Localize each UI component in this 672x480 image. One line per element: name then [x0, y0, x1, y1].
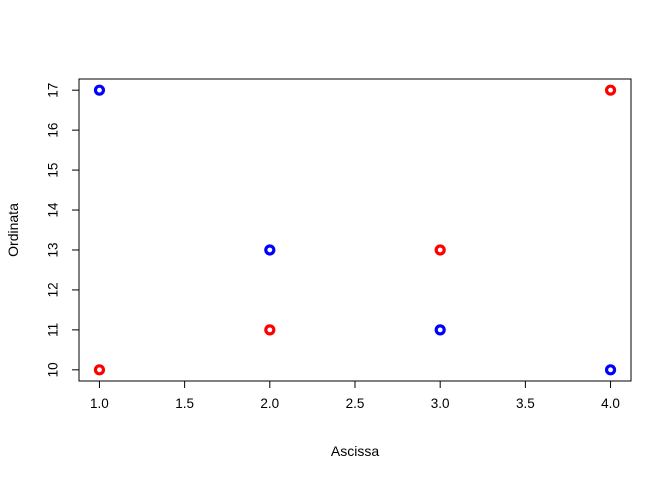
y-tick-label: 17 [46, 83, 61, 98]
y-tick-label: 11 [46, 323, 61, 337]
x-tick-label: 3.0 [431, 396, 450, 411]
data-points [93, 84, 617, 376]
data-point-series-2 [264, 244, 276, 256]
y-tick-label: 15 [46, 163, 61, 178]
plot-frame [78, 78, 632, 382]
x-tick-label: 2.5 [346, 396, 365, 411]
x-tick-label: 4.0 [601, 396, 620, 411]
y-tick-label: 14 [46, 202, 61, 218]
x-axis: 1.0 1.5 2.0 2.5 3.0 3.5 4.0 [90, 380, 620, 411]
x-axis-title: Ascissa [331, 443, 379, 459]
data-point-series-1 [264, 324, 276, 336]
x-tick-label: 1.0 [90, 396, 109, 411]
x-tick-label: 1.5 [175, 396, 194, 411]
data-point-series-1 [93, 364, 106, 376]
y-tick-label: 10 [46, 362, 61, 377]
data-point-series-1 [604, 84, 617, 96]
data-point-series-1 [434, 244, 446, 256]
data-point-series-2 [434, 324, 446, 336]
x-tick-label: 3.5 [516, 396, 535, 411]
data-point-series-2 [604, 364, 617, 376]
data-point-series-2 [93, 84, 106, 96]
y-tick-label: 12 [46, 282, 61, 297]
y-axis: 10 11 12 13 14 15 16 17 [46, 83, 80, 377]
y-tick-label: 13 [46, 242, 61, 257]
y-axis-title: Ordinata [5, 203, 21, 257]
y-tick-label: 16 [46, 123, 61, 138]
x-tick-label: 2.0 [260, 396, 279, 411]
